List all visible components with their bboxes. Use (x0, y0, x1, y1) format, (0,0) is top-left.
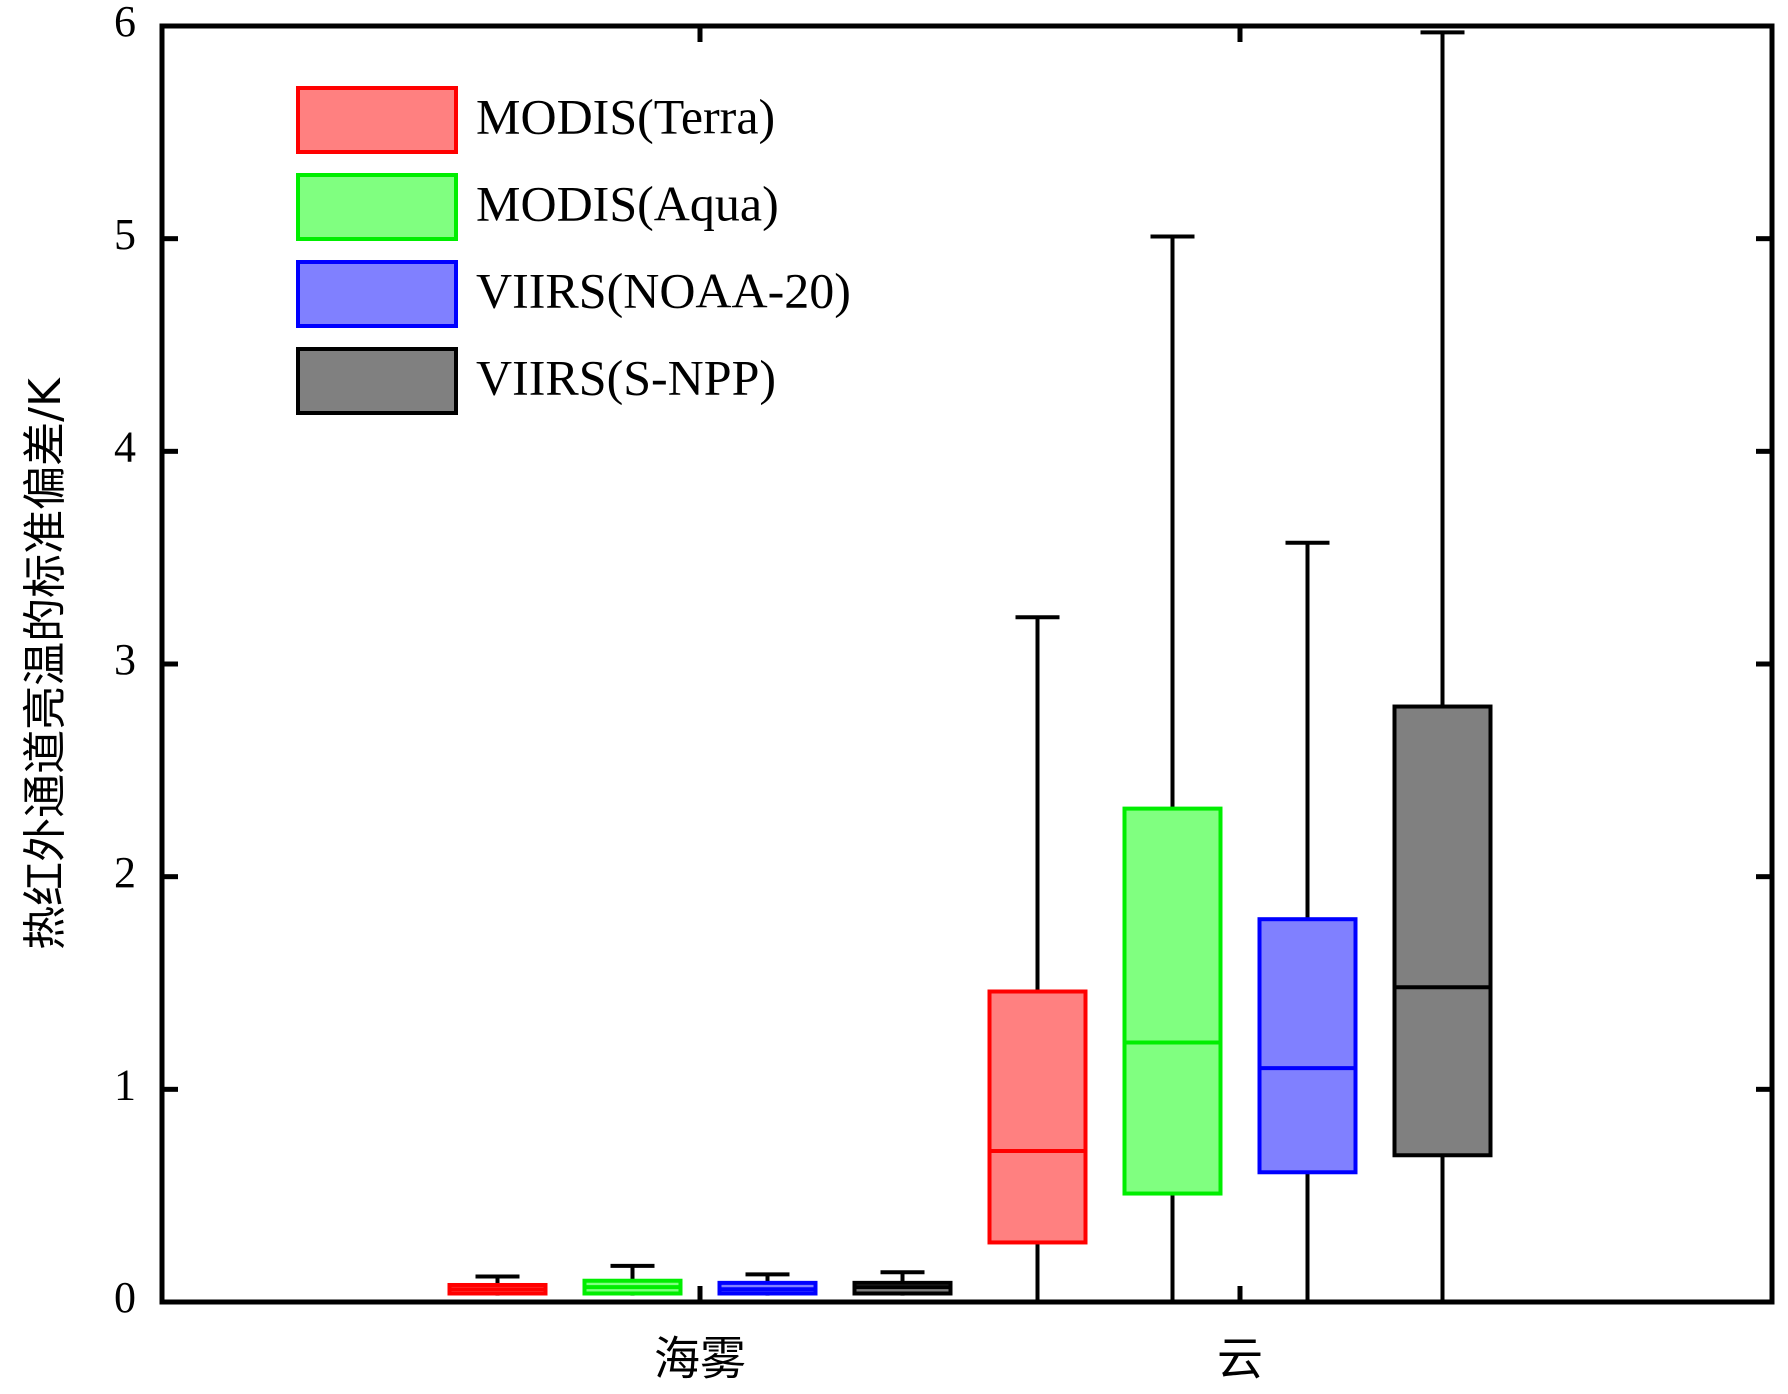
y-tick-label-0: 0 (114, 1273, 136, 1322)
legend-label-1: MODIS(Aqua) (476, 175, 779, 231)
box-0-0 (447, 1274, 548, 1296)
legend-swatch-3 (296, 347, 458, 415)
legend-swatch-1 (296, 173, 458, 241)
legend-swatch-0 (296, 86, 458, 154)
box-1-0 (582, 1263, 683, 1296)
legend-swatch-2 (296, 260, 458, 328)
box-2-0 (717, 1272, 818, 1296)
x-category-label-0: 海雾 (654, 1332, 746, 1386)
legend: MODIS(Terra) MODIS(Aqua) VIIRS(NOAA-20) VII… (296, 86, 851, 415)
box-series (447, 30, 1493, 1302)
y-tick-label-3: 3 (114, 635, 136, 684)
box-body-0-1 (987, 989, 1088, 1245)
box-0-1 (987, 615, 1088, 1302)
y-tick-label-2: 2 (114, 848, 136, 897)
y-tick-label-4: 4 (114, 422, 136, 471)
box-body-1-1 (1122, 806, 1223, 1196)
y-tick-label-1: 1 (114, 1060, 136, 1109)
box-body-2-1 (1257, 917, 1358, 1175)
box-3-1 (1392, 30, 1493, 1302)
axis-ticks: 0 1 2 3 4 5 6 海雾 云 (114, 0, 1772, 1386)
legend-label-3: VIIRS(S-NPP) (476, 349, 776, 405)
y-tick-label-5: 5 (114, 210, 136, 259)
legend-label-2: VIIRS(NOAA-20) (476, 262, 851, 318)
y-axis-label: 热红外通道亮温的标准偏差/K (20, 377, 71, 950)
legend-label-0: MODIS(Terra) (476, 88, 775, 144)
box-1-1 (1122, 234, 1223, 1302)
x-category-label-1: 云 (1217, 1332, 1263, 1386)
box-3-0 (852, 1270, 953, 1296)
box-body-3-1 (1392, 704, 1493, 1158)
y-tick-label-6: 6 (114, 0, 136, 46)
box-2-1 (1257, 540, 1358, 1302)
